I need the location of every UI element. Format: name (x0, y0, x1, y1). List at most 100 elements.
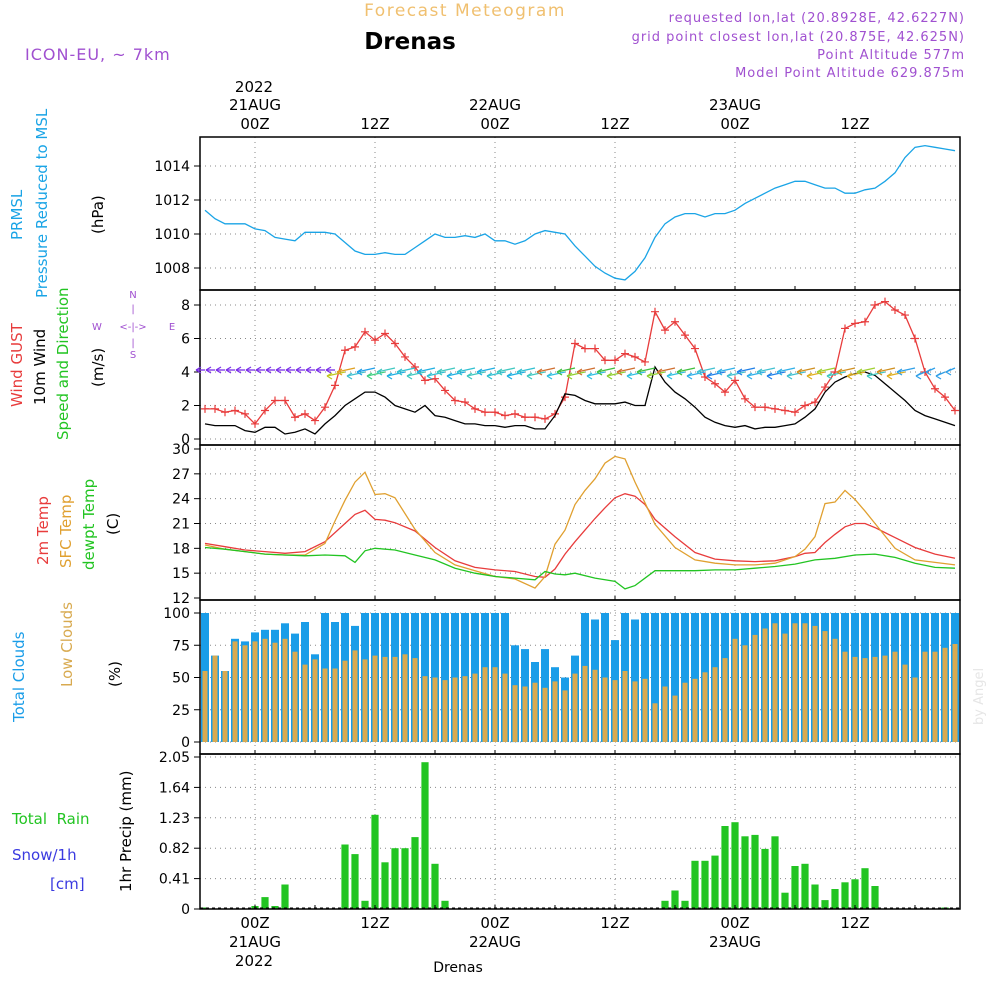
total-clouds-label: Total Clouds (10, 631, 28, 723)
bar-low-clouds (502, 673, 508, 742)
gust-point (871, 301, 879, 309)
panel-temperature: 12 15 18 21 24 27 30 (172, 442, 961, 607)
bottom-time-tick-label: 12Z (840, 914, 869, 932)
top-time-tick-label: 00Z (720, 115, 749, 133)
bottom-time-tick-label: 00Z (480, 914, 509, 932)
bar-low-clouds (532, 682, 538, 742)
wind-arrow (816, 367, 836, 376)
bar-low-clouds (922, 651, 928, 742)
bar-low-clouds (792, 623, 798, 742)
bar-total-rain (781, 892, 789, 909)
bar-total-rain (721, 826, 729, 909)
bar-low-clouds (912, 677, 918, 742)
bar-low-clouds (322, 668, 328, 742)
model-label: ICON-EU, ~ 7km (25, 45, 171, 64)
gust-point (421, 376, 429, 385)
bar-total-rain (701, 860, 709, 909)
ytick-label: 1008 (154, 261, 190, 277)
wind-arrow (376, 367, 396, 376)
ytick-label: 1014 (154, 159, 190, 175)
wind-arrow (245, 366, 255, 374)
wind-arrow (396, 367, 416, 376)
bar-total-rain (831, 889, 839, 909)
gust-point (951, 406, 959, 415)
series-line-wind-gust (205, 300, 956, 425)
gust-point (621, 349, 629, 358)
compass-arrows: <-|-> (119, 322, 146, 333)
bar-low-clouds (462, 676, 468, 742)
bar-low-clouds (822, 631, 828, 742)
ytick-label: 8 (181, 298, 190, 314)
bar-total-rain (371, 814, 379, 909)
bar-low-clouds (742, 645, 748, 743)
gust-point (821, 383, 829, 392)
series-line-dewpt-temp (204, 546, 956, 590)
wind-arrow (406, 371, 426, 380)
bar-total-rain (681, 900, 689, 909)
wind-arrow (295, 366, 305, 374)
wind-arrow (336, 367, 356, 376)
bar-total-rain (751, 834, 759, 909)
wind-arrow (486, 371, 506, 380)
wind-arrow (366, 371, 386, 380)
wind-arrow (315, 366, 325, 374)
ytick-label: 21 (172, 517, 190, 533)
bar-low-clouds (572, 673, 578, 742)
gust-point (631, 352, 639, 361)
bar-low-clouds (542, 687, 548, 742)
product-title: Forecast Meteogram (364, 1, 566, 21)
top-time-tick-label: 12Z (600, 115, 629, 133)
gust-point (331, 381, 339, 390)
wind-arrow (205, 366, 215, 374)
wind-arrow (876, 367, 896, 376)
wind-direction-arrows (195, 366, 956, 380)
sfc-temp-label: SFC Temp (57, 495, 75, 568)
bar-low-clouds (482, 667, 488, 742)
top-time-axis: 00Z 12Z 00Z 12Z 00Z 12Z 21AUG 22AUG 23AUG (229, 96, 870, 133)
wind-arrow (636, 367, 656, 376)
bar-total-rain (741, 836, 749, 909)
ytick-label: 15 (172, 566, 190, 582)
bottom-time-tick-label: 00Z (720, 914, 749, 932)
bar-low-clouds (212, 655, 218, 742)
panel-clouds: 0 25 50 75 100 (163, 599, 961, 755)
bottom-date-label: 23AUG (709, 933, 761, 951)
ytick-label: 0 (181, 432, 190, 448)
gust-point (351, 342, 359, 351)
gust-point (731, 376, 739, 385)
gust-point (231, 406, 239, 415)
bar-total-rain (771, 836, 779, 909)
gust-point (321, 403, 329, 412)
bar-total-rain (871, 886, 879, 909)
wind-arrow (696, 367, 716, 376)
precip-labels: Total Rain Snow/1h [cm] 1hr Precip (mm) (11, 771, 135, 893)
bar-low-clouds (382, 656, 388, 742)
low-clouds-label: Low Clouds (58, 602, 76, 687)
ytick-label: 2 (181, 399, 190, 415)
bar-low-clouds (582, 665, 588, 742)
gust-point (681, 331, 689, 340)
series-line-prmsl (204, 144, 956, 281)
gust-point (711, 379, 719, 388)
ytick-label: 1.23 (159, 811, 190, 827)
bar-low-clouds (342, 660, 348, 742)
watermark: by Angel (972, 668, 987, 725)
gust-point (841, 324, 849, 333)
bar-low-clouds (692, 678, 698, 742)
ytick-label: 0.41 (159, 872, 190, 888)
bar-total-rain (731, 822, 739, 909)
ytick-label: 0.82 (159, 841, 190, 857)
gust-point (781, 406, 789, 415)
bar-low-clouds (372, 655, 378, 742)
wind-arrow (536, 367, 556, 376)
wind-arrow (446, 371, 466, 380)
gust-point (241, 409, 249, 418)
bar-low-clouds (252, 641, 258, 742)
bar-low-clouds (872, 656, 878, 742)
compass-n: N (129, 290, 136, 301)
bar-total-rain (861, 868, 869, 909)
wind-arrow (215, 366, 225, 374)
gust-point (501, 411, 509, 420)
info-requested: requested lon,lat (20.8928E, 42.6227N) (669, 11, 965, 26)
bar-total-clouds (441, 613, 449, 742)
